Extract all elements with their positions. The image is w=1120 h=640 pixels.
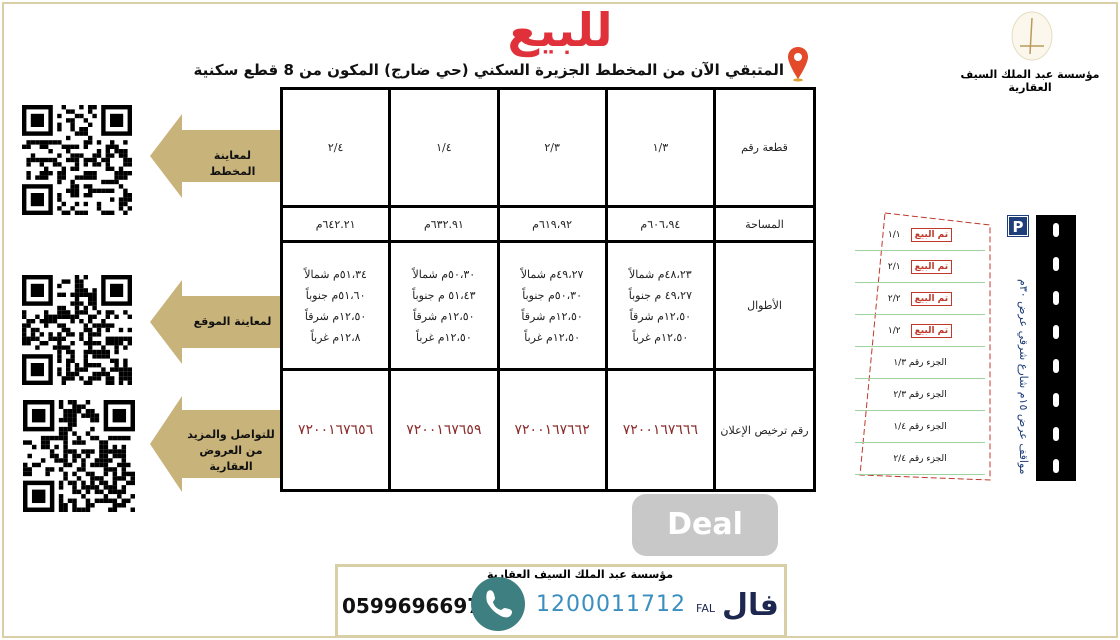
watermark: Deal [632,494,778,556]
map-plot-label: ١/٢ [887,326,901,336]
length: ١٢،٥٠م شرقاً [521,309,583,323]
plot-number: ٢/٣ [496,87,608,208]
row-label: المساحة [713,205,816,243]
table-row-plot-number: قطعة رقم ١/٣ ٢/٣ ١/٤ ٢/٤ [279,87,816,208]
qr-code-plan[interactable] [22,105,132,215]
map-plot-label: الجزء رقم ٢/٣ [893,390,947,400]
fal-logo: فال [722,588,779,623]
road [1036,215,1076,481]
map-plot: تم البيع ٢/١ [855,251,985,283]
ad-license-number: ٧٢٠٠١٦٧٦٦٢ [496,368,608,492]
contact-banner [335,564,787,638]
parking-icon: P [1007,215,1029,237]
length: ٥١،٣٤م شمالاً [304,267,367,281]
map-plot: الجزء رقم ٢/٤ [855,443,985,475]
sold-badge: تم البيع [910,228,953,242]
side-link-plan[interactable]: لمعاينة المخطط [209,149,256,178]
side-link-contact[interactable]: للتواصل والمزيد من العروض العقارية [187,428,275,473]
sold-badge: تم البيع [910,292,953,306]
arrow-left-icon [150,114,280,198]
map-plot-label: ١/١ [887,230,901,240]
length: ٥٠،٣٠م جنوباً [522,288,582,302]
length: ١٢،٥٠م شرقاً [629,309,692,323]
length: ١٢،٥٠م غرباً [416,330,472,344]
plots-table: قطعة رقم ١/٣ ٢/٣ ١/٤ ٢/٤ المساحة ٦٠٦،٩٤م… [279,87,816,492]
phone-number[interactable]: 0599696697 [342,594,482,618]
street-label: مواقف عرض ١٥م شارع شرقي عرض ٣٠م [1017,279,1030,475]
company-name: مؤسسة عبد الملك السيف العقارية [960,68,1100,94]
page-title: للبيع [507,3,613,57]
fal-logo-en: FAL [696,602,715,615]
ad-license-number: ٧٢٠٠١٦٧٦٥٩ [388,368,500,492]
row-label: قطعة رقم [713,87,816,208]
ad-license-number: ٧٢٠٠١٦٧٦٥٦ [279,368,392,492]
qr-code-location[interactable] [22,275,132,385]
map-plot-label: الجزء رقم ١/٣ [893,358,947,368]
map-plot-label: ٢/٢ [887,294,901,304]
side-link-location[interactable]: لمعاينة الموقع [193,315,272,328]
location-pin-icon [788,47,808,82]
plot-lengths: ٥١،٣٤م شمالاً ٥١،٦٠م جنوباً ١٢،٥٠م شرقاً ١٢… [279,240,392,371]
map-plot-label: الجزء رقم ٢/٤ [893,454,947,464]
plot-lengths: ٥٠،٣٠م شمالاً ٥١،٤٣ م جنوباً ١٢،٥٠م شرقاً ١… [388,240,500,371]
map-plot: الجزء رقم ٢/٣ [855,379,985,411]
map-plot: الجزء رقم ١/٣ [855,347,985,379]
length: ٤٩،٢٧ م جنوباً [628,288,692,302]
length: ٥٠،٣٠م شمالاً [412,267,476,281]
length: ٤٨،٢٣م شمالاً [629,267,692,281]
plot-number: ٢/٤ [279,87,392,208]
length: ٤٩،٢٧م شمالاً [520,267,584,281]
map-plot: تم البيع ٢/٢ [855,283,985,315]
map-plot: تم البيع ١/٢ [855,315,985,347]
map-plot: تم البيع ١/١ [855,219,985,251]
sold-badge: تم البيع [910,324,953,338]
length: ٥١،٤٣ م جنوباً [412,288,476,302]
length: ١٢،٥٠م غرباً [524,330,580,344]
map-plot-label: الجزء رقم ١/٤ [893,422,947,432]
length: ٥١،٦٠م جنوباً [305,288,366,302]
arrow-left-icon [150,396,280,492]
phone-icon[interactable] [470,576,526,632]
table-row-area: المساحة ٦٠٦،٩٤م ٦١٩،٩٢م ٦٣٢.٩١م ٦٤٢.٢١م [279,205,816,243]
row-label: الأطوال [713,240,816,371]
length: ١٢،٥٠م شرقاً [304,309,367,323]
plot-lengths: ٤٩،٢٧م شمالاً ٥٠،٣٠م جنوباً ١٢،٥٠م شرقاً ١٢… [496,240,608,371]
map-plot: الجزء رقم ١/٤ [855,411,985,443]
plot-number: ١/٤ [388,87,500,208]
plot-area: ٦٣٢.٩١م [388,205,500,243]
length: ١٢،٨م غرباً [310,330,361,344]
map-plot-label: ٢/١ [887,262,901,272]
length: ١٢،٥٠م غرباً [632,330,689,344]
row-label: رقم ترخيص الإعلان [713,368,816,492]
fal-license-number: 1200011712 [536,592,686,617]
page-subtitle: المتبقي الآن من المخطط الجزيرة السكني (ح… [193,61,784,79]
plot-number: ١/٣ [604,87,717,208]
plot-boundaries [859,212,991,481]
table-row-lengths: الأطوال ٤٨،٢٣م شمالاً ٤٩،٢٧ م جنوباً ١٢،٥٠… [279,240,816,371]
qr-code-contact[interactable] [22,400,136,512]
plot-area: ٦١٩،٩٢م [496,205,608,243]
company-logo [1011,11,1053,61]
site-plan-map: تم البيع١/١ تم البيع٢/١ تم البيع٢/٢ تم البي… [855,205,995,485]
arrow-left-icon [150,280,280,364]
table-row-license: رقم ترخيص الإعلان ٧٢٠٠١٦٧٦٦٦ ٧٢٠٠١٦٧٦٦٢ … [279,368,816,492]
length: ١٢،٥٠م شرقاً [413,309,475,323]
plot-area: ٦٠٦،٩٤م [604,205,717,243]
ad-license-number: ٧٢٠٠١٦٧٦٦٦ [604,368,717,492]
plot-lengths: ٤٨،٢٣م شمالاً ٤٩،٢٧ م جنوباً ١٢،٥٠م شرقاً ١… [604,240,717,371]
sold-badge: تم البيع [910,260,953,274]
plot-area: ٦٤٢.٢١م [279,205,392,243]
footer-company-name: مؤسسة عبد الملك السيف العقارية [486,568,674,581]
